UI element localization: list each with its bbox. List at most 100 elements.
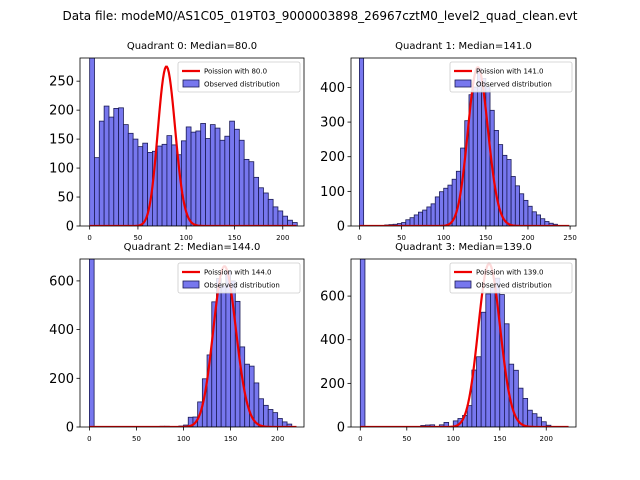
histogram-bar	[413, 214, 419, 226]
histogram-bar	[434, 196, 440, 226]
y-tick-label: 200	[49, 372, 74, 387]
histogram-bar	[485, 293, 491, 427]
histogram-bar	[292, 222, 298, 226]
histogram-bar	[277, 418, 283, 427]
y-tick-label: 150	[49, 133, 74, 148]
x-tick-label: 200	[521, 234, 534, 242]
plot-area	[89, 259, 297, 427]
histogram-bar	[502, 154, 508, 226]
x-tick-label: 50	[133, 234, 142, 242]
histogram-bar	[272, 206, 279, 226]
x-tick-label: 100	[177, 435, 190, 443]
histogram-bar	[127, 132, 134, 226]
legend-label-observed: Observed distribution	[476, 282, 552, 290]
histogram-bar	[166, 135, 173, 226]
x-tick-label: 200	[271, 435, 284, 443]
y-tick-label: 100	[320, 185, 345, 200]
histogram-bar	[519, 193, 525, 226]
histogram-bar	[224, 135, 231, 226]
histogram-bar	[426, 206, 432, 226]
histogram-bar	[531, 211, 537, 226]
y-tick-label: 400	[49, 323, 74, 338]
histogram-bar	[409, 217, 415, 226]
histogram-bar	[89, 259, 95, 427]
histogram-bar	[267, 198, 274, 226]
histogram-bar	[89, 58, 95, 226]
histogram-bar	[272, 412, 279, 427]
legend-label-fit: Poission with 141.0	[476, 68, 544, 76]
histogram-bar	[161, 143, 168, 226]
histogram-bar	[531, 413, 538, 427]
histogram-bar	[359, 259, 366, 427]
axes-frame	[350, 57, 577, 227]
histogram-bar	[225, 270, 231, 427]
y-tick-label: 300	[320, 116, 345, 131]
figure-title: Data file: modeM0/AS1C05_019T03_90000038…	[62, 9, 577, 23]
x-tick-label: 200	[276, 234, 289, 242]
histogram-bar	[263, 192, 269, 226]
y-tick-label: 0	[337, 421, 345, 436]
legend: Poission with 141.0 Observed distribution	[449, 61, 573, 93]
x-tick-label: 100	[437, 234, 450, 242]
poisson-fit-line	[89, 65, 297, 226]
subplot-title: Quadrant 1: Median=141.0	[395, 41, 532, 52]
histogram-bar	[209, 124, 216, 226]
histogram-bar	[430, 203, 436, 226]
histogram-bar	[476, 356, 482, 427]
histogram-bar	[527, 409, 533, 427]
legend-label-observed: Observed distribution	[476, 81, 552, 89]
subplot-2: 0 50 100 150 200 0 200 400 600 Quadrant 2: Median…	[49, 242, 305, 443]
histogram-bar	[277, 210, 284, 226]
y-tick-label: 0	[66, 220, 74, 235]
histogram-bar	[514, 185, 520, 226]
legend-label-fit: Poission with 144.0	[204, 269, 272, 277]
histogram-bar	[422, 209, 428, 226]
histogram-bar	[466, 405, 473, 427]
histogram-bar	[541, 421, 547, 427]
axes-frame	[79, 57, 305, 227]
legend-bar-swatch	[454, 79, 472, 88]
histogram-bar	[190, 131, 197, 226]
x-tick-label: 50	[132, 435, 141, 443]
histogram-bar	[156, 145, 163, 226]
histogram-bar	[258, 398, 264, 427]
x-tick-label: 0	[358, 435, 362, 443]
histogram-bar	[282, 215, 288, 226]
histogram-bar	[522, 398, 529, 427]
histogram-bar	[536, 416, 543, 427]
legend-box	[177, 262, 301, 294]
histogram-bar	[238, 139, 245, 226]
legend-label-observed: Observed distribution	[204, 282, 280, 290]
x-tick-label: 200	[540, 435, 553, 443]
y-tick-label: 0	[337, 220, 345, 235]
histogram-bar	[108, 116, 115, 226]
y-tick-label: 200	[320, 150, 345, 165]
histogram-bar	[132, 138, 139, 226]
legend: Poission with 80.0 Observed distribution	[177, 61, 301, 93]
x-tick-label: 150	[228, 234, 241, 242]
x-tick-label: 50	[397, 234, 406, 242]
y-tick-label: 400	[320, 333, 345, 348]
subplot-3: 0 50 100 150 200 0 200 400 600 Quadrant 3: Median…	[320, 242, 577, 443]
histogram-bar	[258, 187, 264, 226]
histogram-bar	[234, 128, 240, 226]
histogram-bar	[98, 120, 105, 226]
histogram-bar	[243, 158, 250, 226]
x-tick-label: 50	[402, 435, 411, 443]
legend-label-fit: Poission with 80.0	[204, 68, 267, 76]
legend-bar-swatch	[454, 280, 472, 289]
histogram-bar	[447, 184, 453, 226]
histogram-bar	[219, 139, 226, 226]
subplot-title: Quadrant 0: Median=80.0	[127, 41, 257, 52]
histogram-bar	[443, 187, 449, 226]
x-tick-label: 250	[563, 234, 576, 242]
histogram-bar	[472, 86, 478, 226]
histogram-bar	[220, 285, 227, 427]
x-tick-label: 0	[87, 234, 91, 242]
legend-label-observed: Observed distribution	[204, 81, 280, 89]
legend-label-fit: Poission with 139.0	[476, 269, 544, 277]
histogram-bar	[359, 58, 365, 226]
histogram-bar	[535, 214, 542, 226]
histogram-bar	[510, 176, 516, 226]
